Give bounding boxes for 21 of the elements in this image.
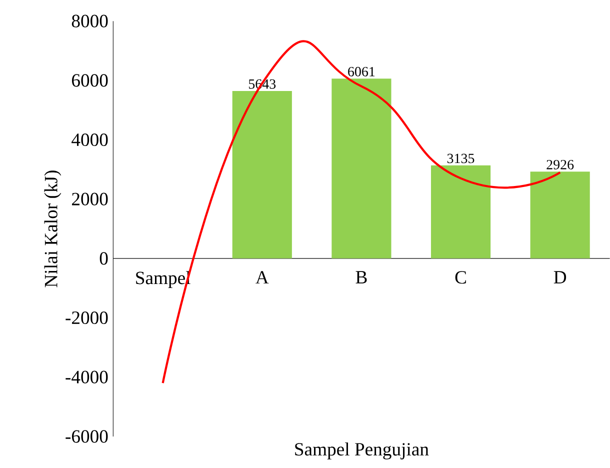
y-tick-label: -4000: [66, 370, 108, 384]
y-tick-label: 8000: [72, 14, 108, 28]
y-tick-label: -6000: [66, 430, 108, 443]
bar: [530, 171, 590, 258]
x-tick-label: D: [554, 270, 566, 284]
y-tick-label: 2000: [72, 192, 108, 206]
x-tick-label: B: [356, 270, 367, 284]
y-tick-label: 0: [100, 252, 108, 265]
bar: [232, 90, 292, 258]
data-label: 3135: [447, 154, 474, 163]
y-tick-label: -2000: [66, 311, 108, 324]
data-label: 6061: [348, 66, 375, 76]
y-axis-title: Nilai Kalor (kJ): [44, 170, 62, 288]
bar: [332, 78, 392, 258]
x-tick-label: C: [455, 270, 466, 284]
y-tick-label: 4000: [72, 133, 108, 146]
y-tick-label: 6000: [72, 74, 108, 87]
bar: [430, 165, 491, 258]
data-label: 2926: [546, 160, 574, 170]
x-tick-label: A: [256, 270, 269, 284]
x-axis-title: Sampel Pengujian: [295, 442, 429, 460]
